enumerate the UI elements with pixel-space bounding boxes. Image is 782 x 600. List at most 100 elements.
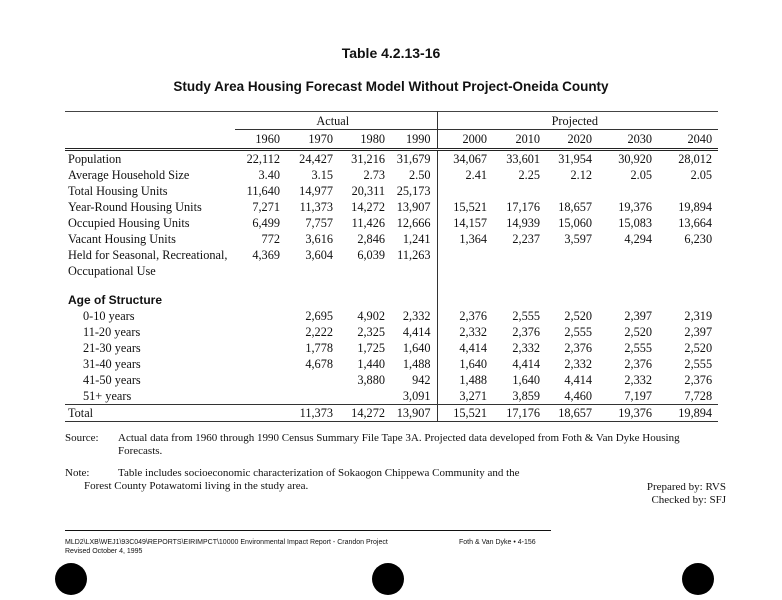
cell-1990: 11,263	[391, 247, 438, 263]
cell-2040: 28,012	[678, 152, 713, 166]
footer-revised: Revised October 4, 1995	[65, 548, 143, 555]
cell-2030	[598, 263, 658, 279]
cell-2010: 2,555	[512, 309, 541, 323]
cell-1980: 14,272	[351, 200, 385, 214]
cell-2020: 18,657	[558, 200, 593, 214]
blank-cell	[339, 292, 391, 308]
year-header-2040: 2040	[658, 129, 719, 151]
cell-2020	[546, 247, 598, 263]
table-row: Total 11,373 14,272 13,907 15,521 17,176 18,65…	[65, 404, 719, 422]
cell-2040	[658, 263, 718, 279]
housing-forecast-table: Actual Projected 1960 1970 1980 1990 2000 2010 2…	[65, 111, 719, 422]
cell-2030: 2,555	[624, 341, 653, 355]
cell-1980: 11,426	[351, 216, 385, 230]
cell-1960	[235, 356, 286, 372]
cell-1980: 1,440	[357, 357, 385, 371]
cell-2040	[658, 247, 718, 263]
group-header-row: Actual Projected	[65, 111, 719, 130]
cell-2040: 7,728	[684, 389, 713, 403]
cell-2020: 31,954	[558, 152, 593, 166]
cell-2020: 15,060	[558, 216, 593, 230]
cell-2030: 30,920	[618, 152, 653, 166]
cell-1970: 3.15	[311, 168, 333, 182]
cell-1980: 14,272	[339, 404, 391, 422]
cell-1960: 22,112	[246, 152, 280, 166]
cell-2020: 2,376	[564, 341, 593, 355]
cell-2010: 17,176	[506, 200, 541, 214]
cell-1990: 13,907	[391, 199, 438, 215]
cell-2020: 2,555	[564, 325, 593, 339]
table-row: Year-Round Housing Units 7,271 11,373 14,27…	[65, 199, 718, 215]
cell-1990: 2,332	[391, 308, 438, 324]
year-header-1960: 1960	[235, 129, 286, 151]
cell-1970: 11,373	[299, 200, 333, 214]
table-row: Occupational Use	[65, 263, 718, 279]
spacer-cell	[391, 279, 438, 292]
spacer-cell	[598, 279, 658, 292]
cell-2040: 6,230	[684, 232, 713, 246]
cell-1980: 2.73	[363, 168, 385, 182]
cell-1990: 1,640	[391, 340, 438, 356]
spacer-cell	[286, 279, 339, 292]
cell-1970: 1,778	[305, 341, 333, 355]
cell-1990: 1,241	[391, 231, 438, 247]
note-label: Note:	[65, 467, 90, 479]
year-header-row: 1960 1970 1980 1990 2000 2010 2020 2030 2040	[65, 129, 719, 151]
row-label: Year-Round Housing Units	[68, 200, 202, 214]
year-header-2010: 2010	[493, 129, 547, 151]
cell-2020	[546, 263, 598, 279]
source-line-2: Forecasts.	[118, 445, 163, 457]
cell-2010: 4,414	[512, 357, 541, 371]
cell-1980: 20,311	[351, 184, 385, 198]
cell-2030: 7,197	[624, 389, 653, 403]
blank-cell	[286, 292, 339, 308]
row-label: Vacant Housing Units	[68, 232, 176, 246]
cell-2020: 3,597	[564, 232, 593, 246]
spacer	[65, 279, 235, 292]
cell-2030	[598, 183, 658, 199]
cell-2040: 2,555	[684, 357, 713, 371]
cell-2030: 4,294	[624, 232, 653, 246]
cell-1970: 7,757	[305, 216, 333, 230]
cell-2000: 14,157	[453, 216, 488, 230]
cell-1960	[235, 324, 286, 340]
blank-cell	[658, 292, 718, 308]
row-label: 11-20 years	[83, 325, 141, 339]
cell-2000: 2.41	[465, 168, 488, 182]
blank-cell	[598, 292, 658, 308]
cell-1980	[339, 263, 391, 279]
cell-2010: 2.25	[518, 168, 541, 182]
cell-2030: 2,520	[624, 325, 653, 339]
cell-2010: 14,939	[506, 216, 541, 230]
cell-2030: 15,083	[618, 216, 653, 230]
cell-1960: 4,369	[252, 248, 280, 262]
prepared-by: Prepared by: RVS	[646, 481, 726, 493]
table-row: 31-40 years 4,678 1,440 1,488 1,640 4,414 2,33…	[65, 356, 718, 372]
spacer-cell	[493, 279, 546, 292]
cell-2020: 2,520	[564, 309, 593, 323]
header-blank	[65, 129, 235, 151]
source-label: Source:	[65, 432, 99, 444]
cell-2000: 4,414	[459, 341, 488, 355]
row-label: Occupational Use	[68, 264, 156, 278]
cell-2020	[546, 183, 598, 199]
cell-1990: 4,414	[391, 324, 438, 340]
cell-1960: 11,640	[246, 184, 280, 198]
table-row: Population 22,112 24,427 31,216 31,679 34,067…	[65, 149, 718, 167]
table-row: 0-10 years 2,695 4,902 2,332 2,376 2,555 2,520…	[65, 308, 718, 324]
cell-1970: 24,427	[299, 152, 333, 166]
cell-2000: 15,521	[453, 200, 488, 214]
cell-2000: 1,640	[459, 357, 488, 371]
cell-2030: 2,376	[624, 357, 653, 371]
cell-2010: 2,332	[512, 341, 541, 355]
cell-1960	[235, 340, 286, 356]
table-row: Occupied Housing Units 6,499 7,757 11,426 12…	[65, 215, 718, 231]
cell-1990: 3,091	[391, 388, 438, 405]
cell-2000: 34,067	[453, 152, 488, 166]
cell-1970	[286, 372, 339, 388]
cell-2030: 2,397	[624, 309, 653, 323]
row-label: 51+ years	[83, 389, 132, 403]
cell-1970: 2,695	[305, 309, 333, 323]
cell-2010	[493, 183, 546, 199]
